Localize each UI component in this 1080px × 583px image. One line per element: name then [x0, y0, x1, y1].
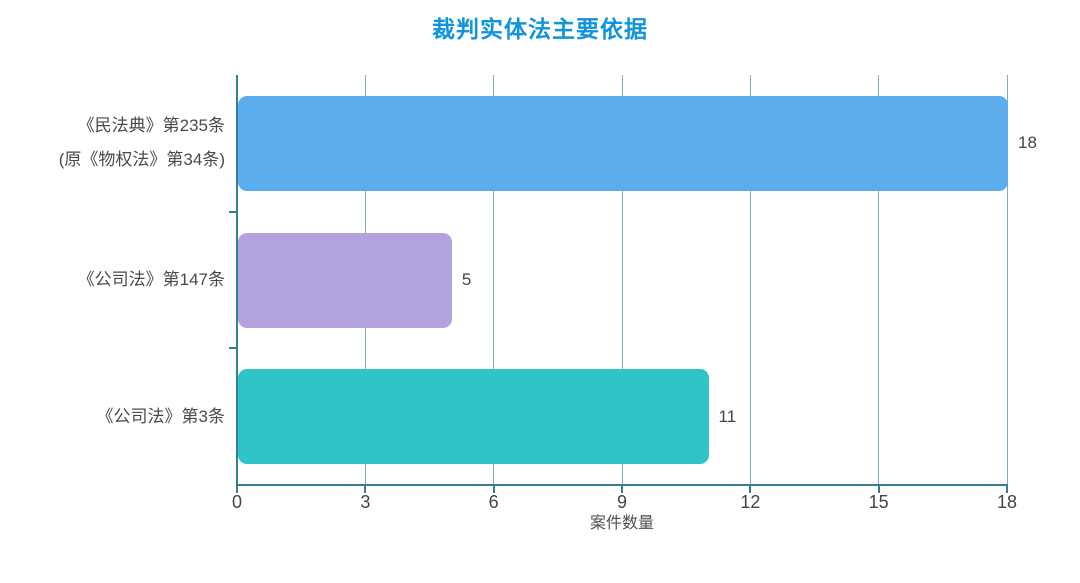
- category-label: 《公司法》第147条: [0, 212, 225, 349]
- bar-1[interactable]: [238, 232, 452, 328]
- category-label: 《公司法》第3条: [0, 348, 225, 485]
- x-tick-label: 15: [868, 492, 889, 512]
- bar-value-label: 11: [718, 406, 737, 426]
- plot-area: 18 5 11: [236, 75, 1037, 487]
- bar-value-label: 5: [461, 270, 472, 289]
- x-tick-mark: [492, 485, 495, 493]
- x-tick-label: 3: [360, 492, 371, 512]
- y-axis-line: [236, 75, 238, 487]
- category-label-line: 《民法典》第235条: [77, 116, 225, 136]
- x-tick-label: 12: [740, 492, 761, 512]
- x-tick-mark: [364, 485, 367, 493]
- x-tick-mark: [877, 485, 880, 493]
- x-tick-mark: [621, 485, 623, 493]
- x-tick-label: 9: [616, 492, 627, 512]
- gridline: [878, 75, 880, 484]
- gridline: [493, 75, 495, 484]
- chart-title: 裁判实体法主要依据: [432, 16, 648, 42]
- x-axis-title: 案件数量: [589, 515, 654, 532]
- category-label-line: (原《物权法》第34条): [58, 150, 225, 170]
- bar-value-label: 18: [1018, 133, 1037, 153]
- x-tick-mark: [1006, 485, 1008, 493]
- category-label: 《民法典》第235条 (原《物权法》第34条): [0, 75, 225, 212]
- x-tick-mark: [236, 485, 238, 493]
- x-tick-label: 0: [231, 492, 242, 512]
- gridline: [1006, 75, 1008, 484]
- bar-2[interactable]: [238, 369, 709, 465]
- bar-0[interactable]: [238, 95, 1008, 191]
- gridline: [749, 75, 751, 484]
- x-tick-mark: [749, 485, 752, 493]
- x-tick-label: 18: [996, 492, 1018, 512]
- y-tick-mark: [229, 347, 237, 350]
- x-tick-label: 6: [488, 492, 499, 512]
- category-label-line: 《公司法》第147条: [77, 269, 225, 289]
- category-label-line: 《公司法》第3条: [96, 406, 225, 426]
- gridline: [621, 75, 623, 484]
- y-tick-mark: [229, 210, 237, 213]
